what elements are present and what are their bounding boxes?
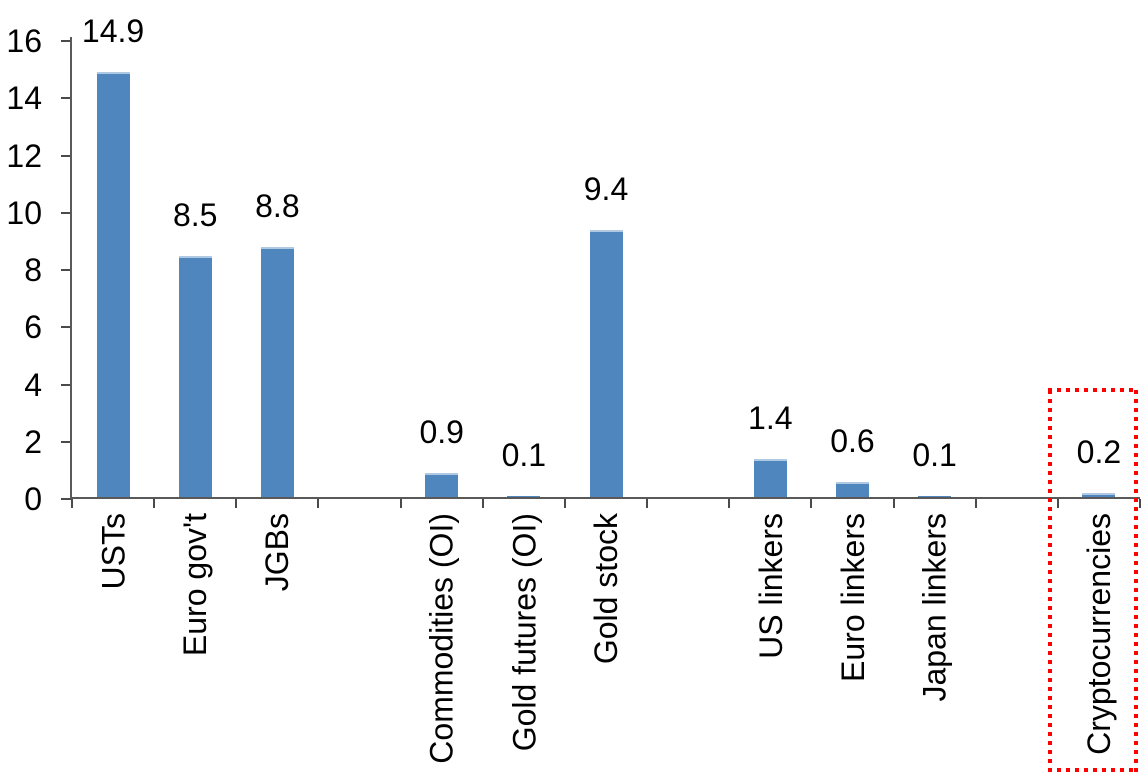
- x-axis-tick: [1139, 499, 1141, 508]
- y-tick-label: 4: [24, 366, 42, 403]
- x-axis-tick: [235, 499, 238, 508]
- x-axis-tick: [974, 499, 977, 508]
- category-label: Gold stock: [588, 513, 624, 665]
- category-label: Euro linkers: [834, 513, 871, 682]
- y-tick-label: 14: [6, 80, 42, 117]
- y-axis-line: [70, 37, 72, 499]
- category-label: JGBs: [259, 513, 296, 592]
- bar-value-label: 8.8: [255, 188, 300, 225]
- x-axis-tick: [646, 499, 649, 508]
- x-axis-tick: [399, 499, 402, 508]
- category-label: Gold futures (OI): [505, 513, 542, 752]
- y-axis-tick: [61, 383, 72, 386]
- bar-value-label: 0.1: [912, 437, 957, 474]
- y-tick-label: 10: [6, 194, 42, 231]
- bar: [835, 481, 869, 499]
- y-axis-tick: [61, 211, 72, 214]
- category-label: Euro gov't: [177, 513, 214, 657]
- y-axis-tick: [61, 326, 72, 329]
- y-axis-tick: [61, 269, 72, 271]
- y-axis-tick: [61, 97, 72, 100]
- x-axis-tick: [728, 499, 731, 508]
- x-axis-tick: [317, 499, 320, 508]
- x-axis-tick: [810, 499, 813, 508]
- category-label: Japan linkers: [916, 513, 953, 702]
- y-tick-label: 16: [6, 23, 42, 59]
- y-tick-label: 0: [24, 481, 42, 517]
- bar: [589, 229, 623, 499]
- x-axis-tick: [71, 499, 73, 508]
- x-axis-line: [70, 497, 1140, 499]
- y-axis-tick: [61, 440, 72, 443]
- bar-value-label: 0.9: [419, 414, 464, 451]
- bar: [96, 72, 130, 499]
- category-label: US linkers: [752, 513, 789, 659]
- crypto-highlight-box: [1048, 388, 1138, 772]
- bar: [425, 473, 459, 499]
- y-tick-label: 6: [24, 309, 42, 346]
- bar-value-label: 1.4: [748, 399, 793, 436]
- bar-value-label: 8.5: [172, 196, 218, 233]
- bar-value-label: 14.9: [81, 13, 145, 50]
- bar: [260, 247, 294, 499]
- y-axis-tick: [61, 498, 72, 500]
- bar-value-label: 0.1: [501, 437, 547, 474]
- y-tick-label: 2: [24, 423, 42, 460]
- bar-value-label: 9.4: [583, 170, 629, 207]
- category-label: USTs: [95, 513, 132, 590]
- y-axis-tick: [61, 154, 72, 157]
- y-tick-label: 8: [24, 252, 42, 288]
- x-axis-tick: [892, 499, 895, 508]
- y-tick-label: 12: [6, 137, 42, 174]
- y-axis-tick: [61, 40, 72, 42]
- category-label: Commodities (OI): [423, 513, 460, 764]
- x-axis-tick: [153, 499, 156, 508]
- bar-value-label: 0.6: [830, 422, 875, 459]
- bar: [178, 255, 212, 499]
- bar: [753, 458, 787, 499]
- x-axis-tick: [563, 499, 566, 508]
- x-axis-tick: [481, 499, 484, 508]
